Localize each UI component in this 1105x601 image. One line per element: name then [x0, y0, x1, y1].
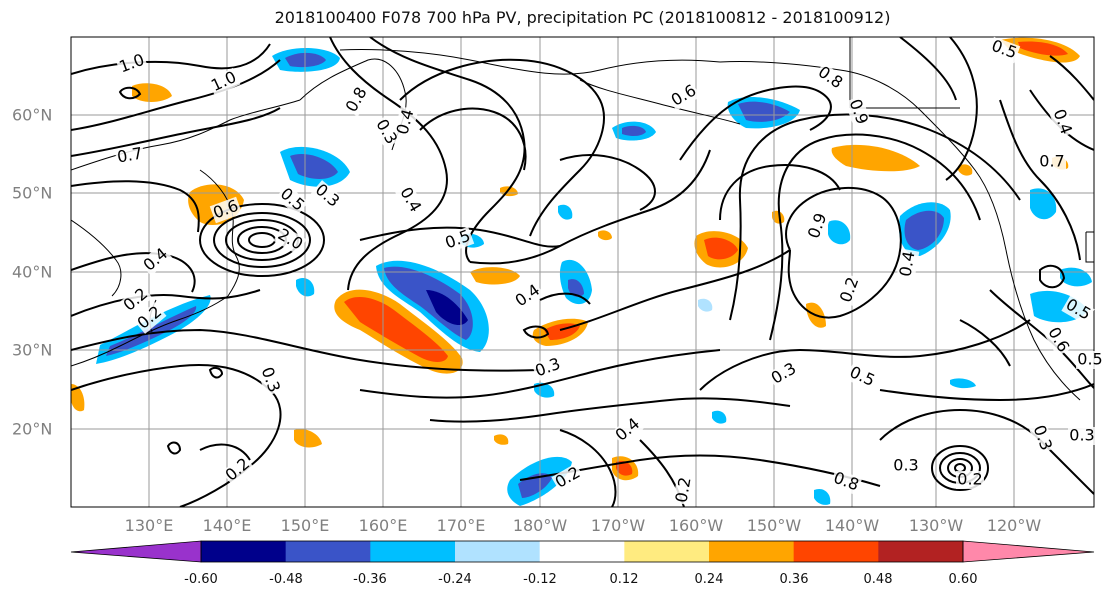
contour-label-bg: [371, 115, 401, 149]
contour-label-bg: [829, 468, 863, 496]
lat-tick-label: 60°N: [12, 105, 53, 125]
lon-tick-label: 120°W: [986, 516, 1042, 535]
contour-label-bg: [1076, 351, 1104, 369]
contour-label-bg: [273, 225, 307, 255]
colorbar-label: -0.48: [269, 572, 303, 587]
lon-tick-label: 170°W: [590, 516, 646, 535]
contour-labels: 1.01.00.70.80.80.90.50.60.50.40.30.40.30…: [114, 36, 1104, 506]
colorbar-label: -0.60: [184, 572, 218, 587]
contour-label-bg: [209, 196, 243, 224]
contour-label-bg: [1043, 323, 1073, 357]
contour-label: 0.2: [671, 476, 694, 504]
lon-tick-label: 130°W: [908, 516, 964, 535]
lat-tick-label: 40°N: [12, 262, 53, 282]
contour-label-bg: [667, 81, 701, 111]
contour-label-bg: [845, 362, 879, 392]
contour-label-bg: [956, 471, 984, 489]
contour-label: 0.3: [893, 456, 918, 475]
contour-label-bg: [804, 209, 832, 243]
contour-label: 0.5: [1077, 350, 1102, 369]
lon-tick-label: 160°E: [358, 516, 408, 535]
contour-label-bg: [114, 144, 146, 168]
contour-label-bg: [133, 302, 167, 334]
contour-label-bg: [611, 414, 645, 446]
colorbar-label: 0.48: [863, 572, 893, 587]
lon-tick-label: 160°W: [668, 516, 724, 535]
contour-label-bg: [1048, 105, 1076, 139]
colorbar-label: 0.36: [779, 572, 809, 587]
lon-tick-label: 140°W: [824, 516, 880, 535]
contour-label-bg: [511, 280, 545, 312]
contour-label-bg: [1061, 295, 1095, 325]
map-title: 2018100400 F078 700 hPa PV, precipitatio…: [274, 8, 891, 27]
colorbar-label: 0.60: [948, 572, 978, 587]
colorbar-label: -0.12: [523, 572, 557, 587]
contour-label: 0.4: [895, 250, 918, 278]
contour-label-bg: [221, 454, 255, 486]
contour-label: 0.7: [116, 143, 144, 166]
contour-label-bg: [342, 83, 372, 117]
contour-label-bg: [892, 457, 920, 475]
colorbar-label: 0.12: [609, 572, 639, 587]
lat-tick-label: 20°N: [12, 419, 53, 439]
lat-tick-label: 50°N: [12, 183, 53, 203]
contour-label-bg: [310, 180, 344, 212]
lon-tick-label: 130°E: [124, 516, 174, 535]
contour-label-bg: [672, 474, 696, 506]
contour-label-bg: [836, 273, 864, 307]
contour-label-bg: [441, 226, 475, 254]
lon-tick-label: 150°W: [746, 516, 802, 535]
colorbar-label: -0.24: [438, 572, 472, 587]
contour-label-bg: [275, 184, 309, 216]
contour-label-bg: [115, 50, 149, 78]
contour-label: 0.3: [1069, 426, 1094, 445]
lon-tick-label: 140°E: [202, 516, 252, 535]
contour-label-bg: [395, 183, 425, 217]
lon-tick-label: 170°E: [436, 516, 486, 535]
contour-label-bg: [987, 36, 1021, 64]
colorbar-label: 0.24: [694, 572, 724, 587]
contour-label-bg: [813, 62, 847, 94]
lon-tick-label: 180°W: [512, 516, 568, 535]
colorbar-label: -0.36: [353, 572, 387, 587]
contour-label-bg: [1028, 421, 1056, 455]
contour-label-bg: [139, 244, 173, 276]
pv-contours: [71, 37, 1094, 507]
contour-label-bg: [767, 359, 801, 389]
contour-label-bg: [896, 248, 920, 280]
contour-label: 0.2: [957, 470, 982, 489]
contour-label-bg: [256, 363, 284, 397]
contour-label-bg: [844, 95, 872, 129]
lat-tick-label: 30°N: [12, 340, 53, 360]
contour-label: 0.7: [1039, 152, 1064, 171]
contour-label-bg: [1068, 427, 1096, 445]
contour-label-bg: [551, 463, 585, 493]
contour-label-bg: [393, 106, 419, 138]
contour-label-bg: [1038, 153, 1066, 171]
contour-label-bg: [531, 354, 565, 382]
contour-label-bg: [207, 67, 241, 97]
lon-tick-label: 150°E: [280, 516, 330, 535]
contour-label-bg: [119, 284, 153, 316]
map-frame: [70, 36, 1095, 508]
